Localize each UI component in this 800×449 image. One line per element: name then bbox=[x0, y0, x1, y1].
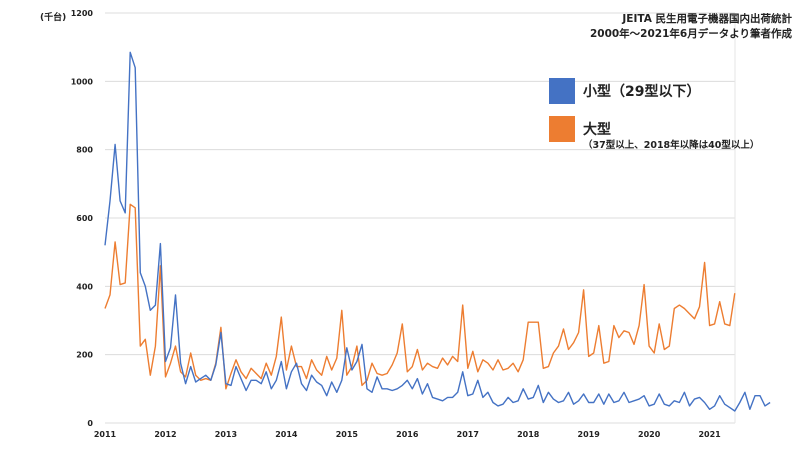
y-tick-400: 400 bbox=[76, 282, 93, 291]
legend-note-large: （37型以上、2018年以降は40型以上） bbox=[583, 140, 760, 151]
grid-lines bbox=[105, 12, 736, 424]
y-tick-200: 200 bbox=[76, 351, 93, 360]
source-line-1: JEITA 民生用電子機器国内出荷統計 bbox=[622, 13, 792, 25]
y-tick-1000: 1000 bbox=[71, 77, 94, 86]
x-tick-2016: 2016 bbox=[396, 430, 419, 439]
x-tick-2020: 2020 bbox=[638, 430, 661, 439]
y-tick-labels: 0 200 400 600 800 1000 1200 bbox=[71, 9, 94, 428]
x-tick-2019: 2019 bbox=[578, 430, 601, 439]
y-tick-600: 600 bbox=[76, 214, 93, 223]
y-axis-label: (千台) bbox=[40, 13, 67, 23]
legend-swatch-large bbox=[549, 116, 575, 142]
legend-label-small: 小型（29型以下） bbox=[583, 84, 701, 100]
x-tick-2012: 2012 bbox=[154, 430, 176, 439]
x-tick-2014: 2014 bbox=[275, 430, 298, 439]
x-tick-2011: 2011 bbox=[94, 430, 117, 439]
legend-label-large: 大型 bbox=[583, 122, 611, 138]
source-note: JEITA 民生用電子機器国内出荷統計 2000年〜2021年6月データより筆者… bbox=[590, 12, 792, 42]
series-lines bbox=[104, 51, 771, 412]
legend-swatch-small bbox=[549, 78, 575, 104]
series-line-1 bbox=[104, 203, 736, 390]
x-tick-2018: 2018 bbox=[517, 430, 540, 439]
x-tick-2017: 2017 bbox=[457, 430, 479, 439]
legend-item-large: 大型 bbox=[549, 116, 611, 142]
x-tick-2021: 2021 bbox=[698, 430, 721, 439]
y-tick-0: 0 bbox=[87, 419, 93, 428]
y-tick-1200: 1200 bbox=[71, 9, 94, 18]
series-line-0 bbox=[104, 51, 771, 412]
x-tick-2013: 2013 bbox=[215, 430, 237, 439]
y-tick-800: 800 bbox=[76, 146, 93, 155]
source-line-2: 2000年〜2021年6月データより筆者作成 bbox=[589, 28, 792, 40]
x-tick-labels: 2011 2012 2013 2014 2015 2016 2017 2018 2019 2020… bbox=[94, 430, 721, 439]
x-tick-2015: 2015 bbox=[336, 430, 359, 439]
legend-item-small: 小型（29型以下） bbox=[549, 78, 700, 104]
